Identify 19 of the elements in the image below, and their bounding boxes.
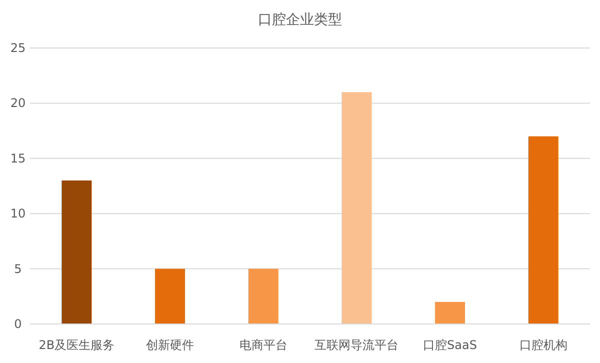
bar	[155, 268, 185, 324]
x-tick-label: 2B及医生服务	[38, 338, 115, 352]
bar	[528, 136, 558, 324]
bar	[62, 180, 92, 324]
bar	[248, 268, 278, 324]
x-tick-label: 口腔SaaS	[423, 338, 477, 352]
x-tick-label: 创新硬件	[146, 338, 194, 352]
y-tick-label: 20	[10, 96, 26, 110]
y-tick-label: 25	[10, 41, 26, 55]
y-tick-label: 5	[14, 262, 22, 276]
bar	[435, 302, 465, 324]
y-tick-label: 10	[10, 206, 26, 221]
y-tick-label: 15	[10, 151, 26, 166]
chart-title: 口腔企业类型	[258, 12, 342, 28]
y-tick-label: 0	[14, 317, 22, 331]
x-tick-label: 互联网导流平台	[314, 338, 399, 352]
x-tick-label: 电商平台	[239, 338, 288, 352]
bar	[342, 92, 372, 324]
x-tick-label: 口腔机构	[519, 338, 568, 352]
